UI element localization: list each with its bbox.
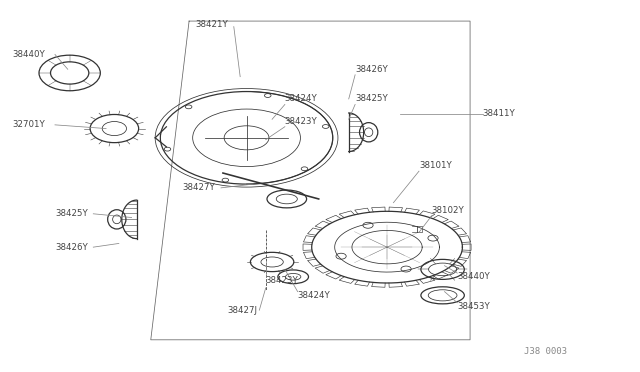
Text: 38423Y: 38423Y [285,117,317,126]
Text: 38421Y: 38421Y [195,20,228,29]
Text: 38425Y: 38425Y [355,94,388,103]
Text: 38424Y: 38424Y [285,94,317,103]
Text: 38426Y: 38426Y [55,243,88,251]
Text: 38424Y: 38424Y [298,291,330,300]
Text: 38102Y: 38102Y [432,206,465,215]
Text: 38453Y: 38453Y [458,302,490,311]
Text: J38 0003: J38 0003 [524,347,567,356]
Text: 38411Y: 38411Y [483,109,516,118]
Text: 38440Y: 38440Y [12,50,45,59]
Text: 38440Y: 38440Y [458,272,490,281]
Text: 38426Y: 38426Y [355,65,388,74]
Text: 32701Y: 32701Y [12,121,45,129]
Text: 38427Y: 38427Y [182,183,216,192]
Text: 38101Y: 38101Y [419,161,452,170]
Text: 38425Y: 38425Y [55,209,88,218]
Text: 38427J: 38427J [227,306,257,315]
Text: 38423Y: 38423Y [266,276,298,285]
